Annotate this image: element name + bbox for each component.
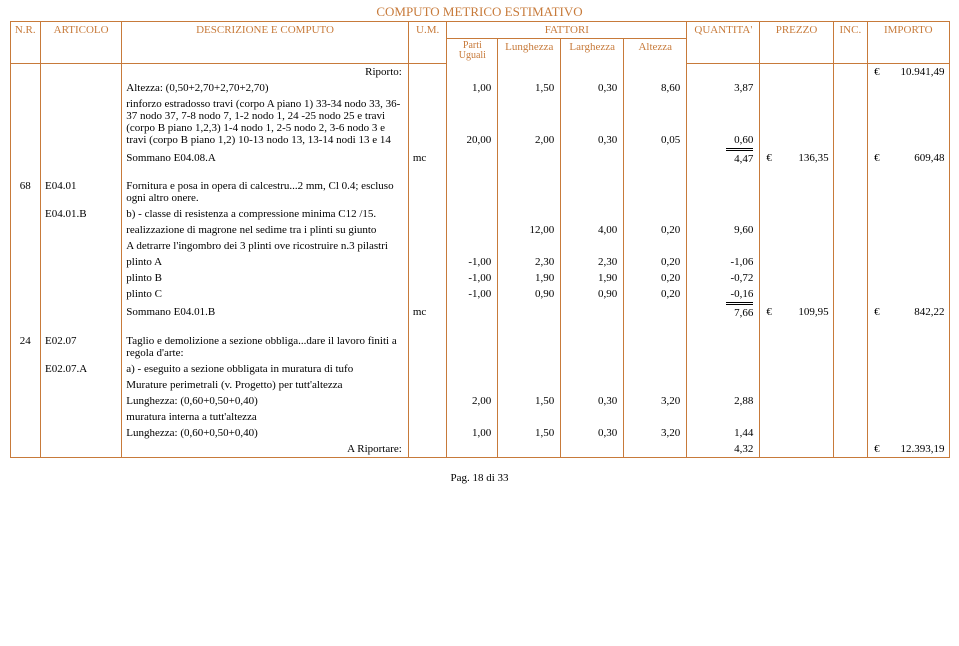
th-descrizione: DESCRIZIONE E COMPUTO (122, 22, 409, 64)
table-row: Murature perimetrali (v. Progetto) per t… (10, 377, 949, 393)
table-row: plinto C-1,000,900,900,20-0,16 (10, 286, 949, 302)
table-row: 24E02.07Taglio e demolizione a sezione o… (10, 333, 949, 361)
table-row: Sommano E04.01.Bmc7,66€109,95€842,22 (10, 302, 949, 325)
th-quantita: QUANTITA' (687, 22, 760, 64)
riporto-label: Riporto: (122, 63, 409, 80)
riporto-row: Riporto: €10.941,49 (10, 63, 949, 80)
table-row: A detrarre l'ingombro dei 3 plinti ove r… (10, 238, 949, 254)
th-importo: IMPORTO (868, 22, 949, 64)
computo-table: N.R. ARTICOLO DESCRIZIONE E COMPUTO U.M.… (10, 21, 950, 458)
table-row: Lunghezza: (0,60+0,50+0,40)2,001,500,303… (10, 393, 949, 409)
page-footer: Pag. 18 di 33 (10, 472, 950, 484)
table-row: Lunghezza: (0,60+0,50+0,40)1,001,500,303… (10, 425, 949, 441)
table-row: realizzazione di magrone nel sedime tra … (10, 222, 949, 238)
table-row: plinto A-1,002,302,300,20-1,06 (10, 254, 949, 270)
table-row: plinto B-1,001,901,900,20-0,72 (10, 270, 949, 286)
table-row: rinforzo estradosso travi (corpo A piano… (10, 96, 949, 148)
th-fattori: FATTORI (447, 22, 687, 39)
table-row: 68E04.01Fornitura e posa in opera di cal… (10, 178, 949, 206)
doc-title: COMPUTO METRICO ESTIMATIVO (10, 4, 950, 20)
th-lunghezza: Lunghezza (498, 39, 561, 64)
th-larghezza: Larghezza (561, 39, 624, 64)
table-row: E04.01.Bb) - classe di resistenza a comp… (10, 206, 949, 222)
th-parti-uguali: Parti Uguali (447, 39, 498, 64)
th-nr: N.R. (10, 22, 40, 64)
table-row: muratura interna a tutt'altezza (10, 409, 949, 425)
riporto-importo: €10.941,49 (868, 63, 949, 80)
table-row: Sommano E04.08.Amc4,47€136,35€609,48 (10, 148, 949, 171)
spacer-row (10, 325, 949, 333)
a-riportare-row: A Riportare:4,32€12.393,19 (10, 441, 949, 458)
table-row: E02.07.Aa) - eseguito a sezione obbligat… (10, 361, 949, 377)
spacer-row (10, 170, 949, 178)
th-um: U.M. (408, 22, 447, 64)
table-row: Altezza: (0,50+2,70+2,70+2,70)1,001,500,… (10, 80, 949, 96)
th-inc: INC. (833, 22, 868, 64)
th-articolo: ARTICOLO (40, 22, 121, 64)
th-prezzo: PREZZO (760, 22, 833, 64)
th-altezza: Altezza (624, 39, 687, 64)
